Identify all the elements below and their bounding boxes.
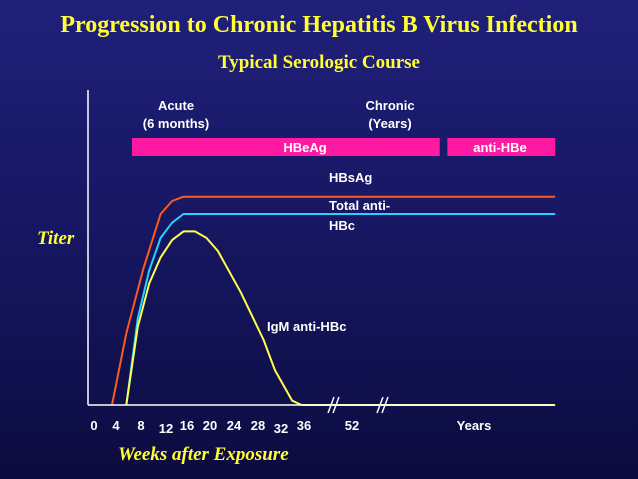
- x-tick-0: 0: [90, 418, 97, 433]
- y-axis-label: Titer: [37, 228, 75, 249]
- phase-label-acute-line1: Acute: [158, 98, 194, 113]
- x-tick-labels: 0 4 8 12 16 20 24 28 32 36 52 Years: [90, 418, 491, 436]
- marker-bars: HBeAg anti-HBe: [132, 138, 556, 156]
- x-tick-4: 4: [112, 418, 120, 433]
- series-label-total-anti-hbc-line1: Total anti-: [329, 198, 390, 213]
- axis-break-marks: [327, 396, 389, 414]
- curve-total-anti-hbc: [125, 213, 556, 406]
- curve-hbsag: [111, 195, 556, 406]
- break-mark-1-b: [332, 396, 340, 414]
- break-mark-1-a: [327, 396, 335, 414]
- x-tick-32: 32: [274, 421, 288, 436]
- x-tick-12: 12: [159, 421, 173, 436]
- series-label-total-anti-hbc-line2: HBc: [329, 218, 355, 233]
- x-tick-36: 36: [297, 418, 311, 433]
- phase-label-chronic-line2: (Years): [368, 116, 411, 131]
- titer-curves: [111, 195, 556, 406]
- phase-label-chronic-line1: Chronic: [365, 98, 414, 113]
- x-tick-16: 16: [180, 418, 194, 433]
- x-axis-label: Weeks after Exposure: [118, 444, 289, 465]
- annotations: HBsAg Total anti- HBc IgM anti-HBc Acute (6 m…: [143, 98, 415, 334]
- x-tick-28: 28: [251, 418, 265, 433]
- bar-anti-hbe: [447, 138, 556, 156]
- bar-label-hbeag: HBeAg: [283, 140, 326, 155]
- x-tick-8: 8: [137, 418, 144, 433]
- curve-igm-anti-hbc: [125, 230, 556, 406]
- series-label-hbsag: HBsAg: [329, 170, 372, 185]
- x-tick-20: 20: [203, 418, 217, 433]
- x-tick-years: Years: [457, 418, 492, 433]
- break-mark-2-b: [381, 396, 389, 414]
- x-tick-24: 24: [227, 418, 242, 433]
- break-mark-2-a: [376, 396, 384, 414]
- chart-subtitle: Typical Serologic Course: [218, 52, 420, 73]
- bar-label-anti-hbe: anti-HBe: [473, 140, 526, 155]
- bar-hbeag: [132, 138, 440, 156]
- phase-label-acute-line2: (6 months): [143, 116, 209, 131]
- chart-title: Progression to Chronic Hepatitis B Virus…: [60, 12, 578, 38]
- series-label-igm-anti-hbc: IgM anti-HBc: [267, 319, 346, 334]
- x-tick-52: 52: [345, 418, 359, 433]
